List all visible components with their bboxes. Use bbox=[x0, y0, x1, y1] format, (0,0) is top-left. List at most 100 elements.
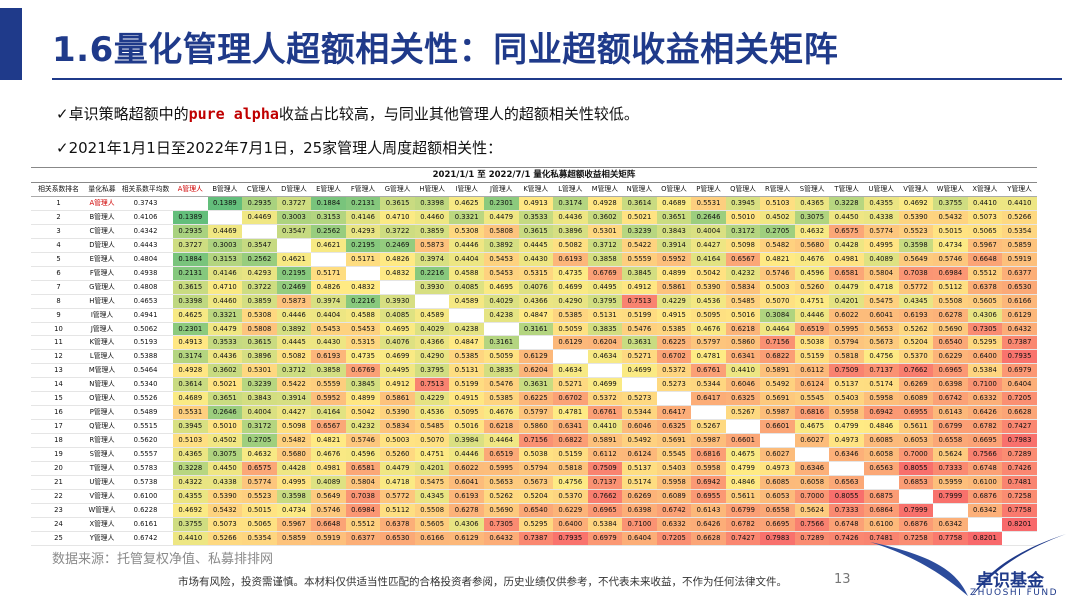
matrix-cell: 0.3228 bbox=[829, 196, 864, 211]
matrix-cell: 0.4495 bbox=[587, 280, 623, 295]
matrix-cell: 0.5021 bbox=[622, 210, 657, 225]
row-rank: 14 bbox=[31, 377, 87, 393]
matrix-cell: 0.5952 bbox=[656, 252, 692, 267]
matrix-cell: 0.5171 bbox=[311, 266, 346, 281]
matrix-cell: 0.6519 bbox=[794, 322, 830, 337]
matrix-cell: 0.4479 bbox=[483, 210, 519, 225]
matrix-cell: 0.5482 bbox=[276, 433, 312, 449]
matrix-cell: 0.4734 bbox=[933, 238, 968, 253]
matrix-cell: 0.3914 bbox=[276, 391, 312, 407]
matrix-cell: 0.5354 bbox=[242, 531, 277, 546]
table-row: 13 M管理人 0.5464 0.4928 0.3602 0.5301 0.3712 0.38… bbox=[31, 363, 1037, 379]
matrix-cell: 0.6269 bbox=[622, 489, 657, 504]
matrix-cell: 0.3174 bbox=[553, 196, 588, 211]
matrix-cell: 0.3631 bbox=[518, 377, 554, 393]
row-name: A管理人 bbox=[86, 196, 119, 211]
matrix-cell: 0.7156 bbox=[518, 433, 554, 449]
matrix-cell: 0.6782 bbox=[967, 419, 1003, 435]
matrix-cell: 0.8201 bbox=[1002, 517, 1037, 532]
matrix-cell: 0.7000 bbox=[898, 447, 934, 463]
matrix-cell: 0.6769 bbox=[345, 363, 381, 379]
matrix-cell: 0.6129 bbox=[1002, 308, 1037, 323]
matrix-cell: 0.4536 bbox=[691, 294, 726, 309]
matrix-cell: 0.6112 bbox=[587, 447, 623, 463]
matrix-cell bbox=[276, 238, 312, 253]
matrix-cell: 0.2705 bbox=[760, 224, 795, 239]
column-header: D管理人 bbox=[276, 183, 312, 197]
matrix-cell bbox=[414, 294, 450, 309]
matrix-cell: 0.2301 bbox=[483, 196, 519, 211]
matrix-cell: 0.4981 bbox=[311, 461, 346, 477]
matrix-cell: 0.6648 bbox=[967, 252, 1003, 267]
row-rank: 3 bbox=[31, 224, 87, 239]
matrix-cell: 0.4004 bbox=[242, 405, 277, 421]
row-rank: 20 bbox=[31, 461, 87, 477]
matrix-cell: 0.5262 bbox=[898, 322, 934, 337]
matrix-cell: 0.1389 bbox=[173, 210, 208, 225]
matrix-cell bbox=[449, 308, 484, 323]
matrix-cell: 0.4799 bbox=[725, 461, 761, 477]
matrix-cell: 0.2195 bbox=[276, 266, 312, 281]
matrix-cell: 0.4290 bbox=[553, 294, 588, 309]
matrix-cell: 0.5015 bbox=[242, 503, 277, 518]
matrix-cell: 0.5422 bbox=[622, 238, 657, 253]
matrix-cell: 0.3727 bbox=[276, 196, 312, 211]
table-row: 25 Y管理人 0.6742 0.4410 0.5266 0.5354 0.5859 0.59… bbox=[31, 531, 1037, 546]
header-name: 量化私募 bbox=[86, 183, 119, 197]
matrix-cell: 0.5021 bbox=[207, 377, 243, 393]
matrix-cell: 0.4799 bbox=[829, 419, 864, 435]
matrix-cell: 0.5774 bbox=[863, 224, 899, 239]
matrix-cell: 0.5691 bbox=[656, 433, 692, 449]
row-average: 0.5557 bbox=[118, 447, 174, 463]
column-header: N管理人 bbox=[622, 183, 657, 197]
matrix-cell: 0.2935 bbox=[173, 224, 208, 239]
matrix-cell: 0.3631 bbox=[622, 335, 657, 351]
matrix-cell: 0.4446 bbox=[276, 308, 312, 323]
header-avg: 相关系数平均数 bbox=[118, 183, 174, 197]
matrix-cell: 0.7513 bbox=[622, 294, 657, 309]
matrix-cell: 0.5453 bbox=[345, 322, 381, 337]
row-name: U管理人 bbox=[86, 475, 119, 490]
matrix-cell bbox=[725, 419, 761, 435]
matrix-cell: 0.5260 bbox=[380, 447, 415, 463]
matrix-cell: 0.7935 bbox=[553, 531, 588, 546]
matrix-cell: 0.6567 bbox=[725, 252, 761, 267]
row-average: 0.3743 bbox=[118, 196, 174, 211]
matrix-cell: 0.5266 bbox=[1002, 210, 1037, 225]
matrix-cell: 0.5273 bbox=[622, 391, 657, 407]
matrix-cell: 0.4973 bbox=[760, 461, 795, 477]
row-name: G管理人 bbox=[86, 280, 119, 295]
column-header: J管理人 bbox=[483, 183, 519, 197]
matrix-cell: 0.6341 bbox=[553, 419, 588, 435]
matrix-cell bbox=[207, 210, 243, 225]
matrix-cell: 0.6085 bbox=[760, 475, 795, 490]
matrix-cell: 0.4826 bbox=[311, 280, 346, 295]
matrix-cell: 0.6089 bbox=[898, 391, 934, 407]
matrix-cell: 0.5485 bbox=[725, 294, 761, 309]
matrix-cell: 0.4238 bbox=[449, 322, 484, 337]
matrix-cell: 0.5432 bbox=[933, 210, 968, 225]
matrix-cell: 0.5523 bbox=[242, 489, 277, 504]
matrix-cell: 0.4355 bbox=[863, 196, 899, 211]
matrix-cell: 0.3845 bbox=[622, 266, 657, 281]
row-name: Y管理人 bbox=[86, 531, 119, 546]
matrix-cell: 0.4293 bbox=[242, 266, 277, 281]
column-header: K管理人 bbox=[518, 183, 554, 197]
matrix-cell: 0.6342 bbox=[933, 517, 968, 532]
matrix-cell: 0.7289 bbox=[794, 531, 830, 546]
matrix-cell: 0.4076 bbox=[380, 335, 415, 351]
matrix-cell: 0.4751 bbox=[414, 447, 450, 463]
matrix-cell: 0.5746 bbox=[311, 503, 346, 518]
matrix-cell: 0.6332 bbox=[656, 517, 692, 532]
matrix-cell: 0.4781 bbox=[691, 349, 726, 365]
matrix-cell: 0.4410 bbox=[725, 363, 761, 379]
matrix-cell: 0.6876 bbox=[898, 517, 934, 532]
matrix-cell: 0.4502 bbox=[760, 210, 795, 225]
table-row: 23 W管理人 0.6228 0.4692 0.5432 0.5015 0.4734 0.57… bbox=[31, 503, 1037, 518]
matrix-cell: 0.5131 bbox=[587, 308, 623, 323]
matrix-cell: 0.4146 bbox=[345, 210, 381, 225]
matrix-cell: 0.4832 bbox=[380, 266, 415, 281]
matrix-cell: 0.4427 bbox=[276, 405, 312, 421]
matrix-cell: 0.5476 bbox=[622, 322, 657, 337]
matrix-cell: 0.8055 bbox=[829, 489, 864, 504]
